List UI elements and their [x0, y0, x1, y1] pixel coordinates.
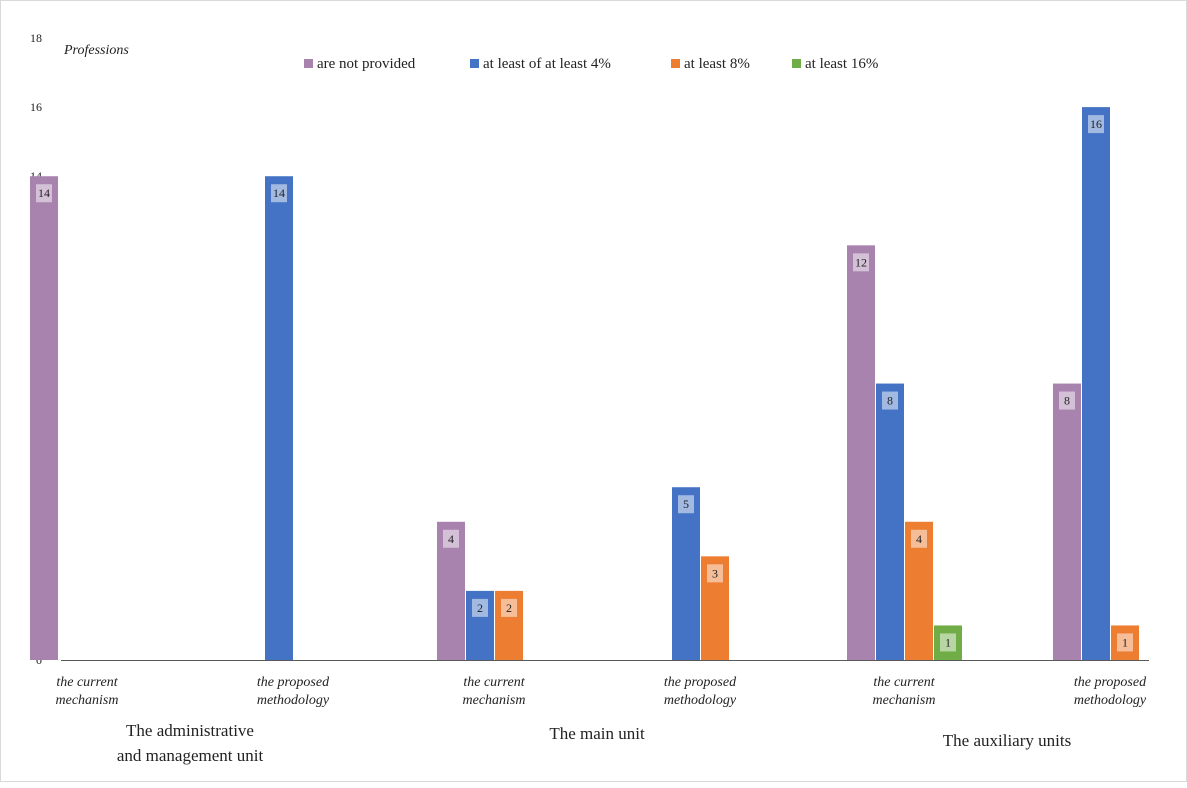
subgroup-label: the proposed: [257, 675, 330, 690]
data-label-box: [501, 598, 517, 617]
data-label-box: [882, 391, 898, 410]
subgroup-label: the current: [56, 675, 118, 690]
data-label-box: [707, 564, 723, 583]
data-label: 5: [683, 497, 689, 511]
legend-swatch: [792, 59, 801, 68]
bar: [265, 176, 293, 660]
data-label: 4: [916, 532, 922, 546]
subgroup-label: mechanism: [873, 693, 936, 708]
subgroup-label: the proposed: [1074, 675, 1147, 690]
subgroup-label: the current: [463, 675, 525, 690]
legend: are not provided at least of at least 4% a…: [304, 56, 878, 72]
data-label-box: [472, 598, 488, 617]
y-tick-label: 18: [30, 31, 42, 45]
subgroup-label: the proposed: [664, 675, 737, 690]
legend-swatch: [304, 59, 313, 68]
data-label: 1: [1122, 635, 1128, 649]
data-label-box: [678, 495, 694, 514]
y-axis-label: Professions: [63, 43, 129, 58]
data-label: 3: [712, 566, 718, 580]
legend-swatch: [470, 59, 479, 68]
group-label: The auxiliary units: [943, 731, 1071, 750]
data-label-box: [1059, 391, 1075, 410]
data-label: 8: [887, 394, 893, 408]
data-label: 2: [506, 601, 512, 615]
data-label: 14: [273, 186, 285, 200]
legend-label: at least 8%: [684, 56, 750, 72]
legend-label: at least of at least 4%: [483, 56, 611, 72]
subgroup-label: methodology: [664, 693, 737, 708]
subgroup-label: methodology: [1074, 693, 1147, 708]
data-label: 1: [945, 635, 951, 649]
data-label-box: [853, 253, 869, 272]
subgroup-label: the current: [873, 675, 935, 690]
data-label-box: [1088, 115, 1104, 134]
data-label: 16: [1090, 117, 1102, 131]
data-label-box: [271, 184, 287, 203]
subgroup-label: mechanism: [56, 693, 119, 708]
data-label: 2: [477, 601, 483, 615]
data-label-box: [443, 529, 459, 548]
legend-label: are not provided: [317, 56, 416, 72]
data-label: 14: [38, 186, 50, 200]
group-label: The administrative: [126, 721, 254, 740]
legend-swatch: [671, 59, 680, 68]
subgroup-label: mechanism: [463, 693, 526, 708]
data-label: 8: [1064, 394, 1070, 408]
bar: [847, 245, 875, 661]
bar: [1082, 107, 1110, 661]
subgroup-label: methodology: [257, 693, 330, 708]
data-label-box: [1117, 633, 1133, 652]
bars: 14 14 4 2 2 5 3 12 8 4 1 8 16 1: [30, 107, 1139, 661]
data-label: 12: [855, 255, 867, 269]
y-tick-label: 16: [30, 100, 42, 114]
bar: [876, 383, 904, 660]
data-label-box: [940, 633, 956, 652]
group-label: and management unit: [117, 746, 264, 765]
legend-label: at least 16%: [805, 56, 878, 72]
group-label: The main unit: [549, 724, 645, 743]
data-label-box: [911, 529, 927, 548]
bar: [1053, 383, 1081, 660]
data-label: 4: [448, 532, 454, 546]
data-label-box: [36, 184, 52, 203]
bar: [672, 487, 700, 660]
bar: [30, 176, 58, 660]
x-axis-labels: the current mechanism the proposed methodol…: [56, 675, 1148, 765]
